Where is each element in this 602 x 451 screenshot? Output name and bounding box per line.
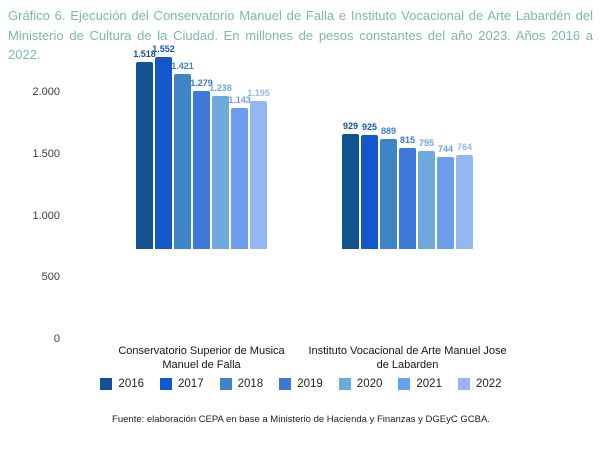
bar-value-label: 929 [342,121,359,132]
legend-label: 2021 [416,378,442,390]
y-axis-tick: 1.000 [32,209,60,222]
legend-label: 2020 [356,378,383,390]
legend-item-2021: 2021 [398,378,442,390]
bar-value-label: 815 [399,135,416,146]
legend-item-2016: 2016 [100,378,144,390]
bar-2018-group2 [380,139,397,249]
bar-value-label: 1.238 [209,83,232,94]
y-axis-tick: 2.000 [32,86,60,98]
bar-value-label: 795 [418,137,435,148]
legend-label: 2018 [237,378,264,390]
bar-2022-group1 [250,101,267,249]
bar-2017-group1 [155,57,172,249]
legend-item-2017: 2017 [160,378,204,390]
chart-title: Gráfico 6. Ejecución del Conservatorio M… [8,8,593,62]
y-axis-tick: 500 [41,271,60,284]
category-label-line: Instituto Vocacional de Arte Manuel Jose [308,345,507,357]
legend-swatch [279,378,292,390]
legend: 2016 2017 2018 2019 2020 2021 2022 [0,378,602,390]
legend-swatch [398,378,411,390]
bar-2020-group2 [418,150,435,249]
plot-area: 2.000 1.500 1.000 500 0 1.518 1.552 1.421 1.279… [0,0,473,360]
bar-2019-group1 [193,91,210,249]
legend-swatch [160,378,173,390]
bar-value-label: 1.195 [247,88,270,99]
bar-2020-group1 [212,96,229,249]
legend-item-2019: 2019 [279,378,323,390]
y-axis-tick: 1.500 [32,147,60,160]
legend-item-2018: 2018 [219,378,264,390]
category-label-line: Manuel de Falla [162,359,241,372]
legend-swatch [457,378,470,390]
bar-2016-group1 [136,61,153,249]
bar-2016-group2 [342,134,359,249]
bar-value-label: 889 [380,126,397,137]
legend-swatch [338,378,351,390]
bar-2021-group2 [437,157,454,249]
bar-value-label: 1.279 [190,78,213,89]
legend-swatch [219,378,232,390]
category-label-line: Conservatorio Superior de Musica [118,345,285,357]
bar-value-label: 925 [361,121,378,132]
legend-label: 2022 [475,378,502,390]
bar-value-label: 764 [456,141,473,152]
legend-swatch [100,378,113,390]
bar-2017-group2 [361,134,378,249]
bar-2019-group2 [399,148,416,249]
category-label-1: Conservatorio Superior de Musica Manuel d… [62,344,342,373]
category-label-line: de Labarden [376,359,439,372]
legend-item-2020: 2020 [338,378,383,390]
legend-label: 2016 [118,378,145,390]
bar-2021-group1 [231,107,248,249]
y-axis-tick: 0 [53,333,60,345]
source-note: Fuente: elaboración CEPA en base a Minis… [112,414,490,425]
bar-2018-group1 [174,73,191,249]
legend-item-2022: 2022 [457,378,502,390]
y-axis: 2.000 1.500 1.000 500 0 [0,0,60,360]
bar-value-label: 1.552 [152,44,175,55]
bar-value-label: 1.421 [171,60,194,71]
bar-value-label: 744 [437,144,454,155]
bar-2022-group2 [456,154,473,249]
bar-value-label: 1.518 [133,48,156,59]
legend-label: 2017 [178,378,204,390]
category-label-2: Instituto Vocacional de Arte Manuel Jose… [268,344,548,373]
legend-label: 2019 [297,378,323,390]
bar-value-label: 1.143 [228,94,251,105]
